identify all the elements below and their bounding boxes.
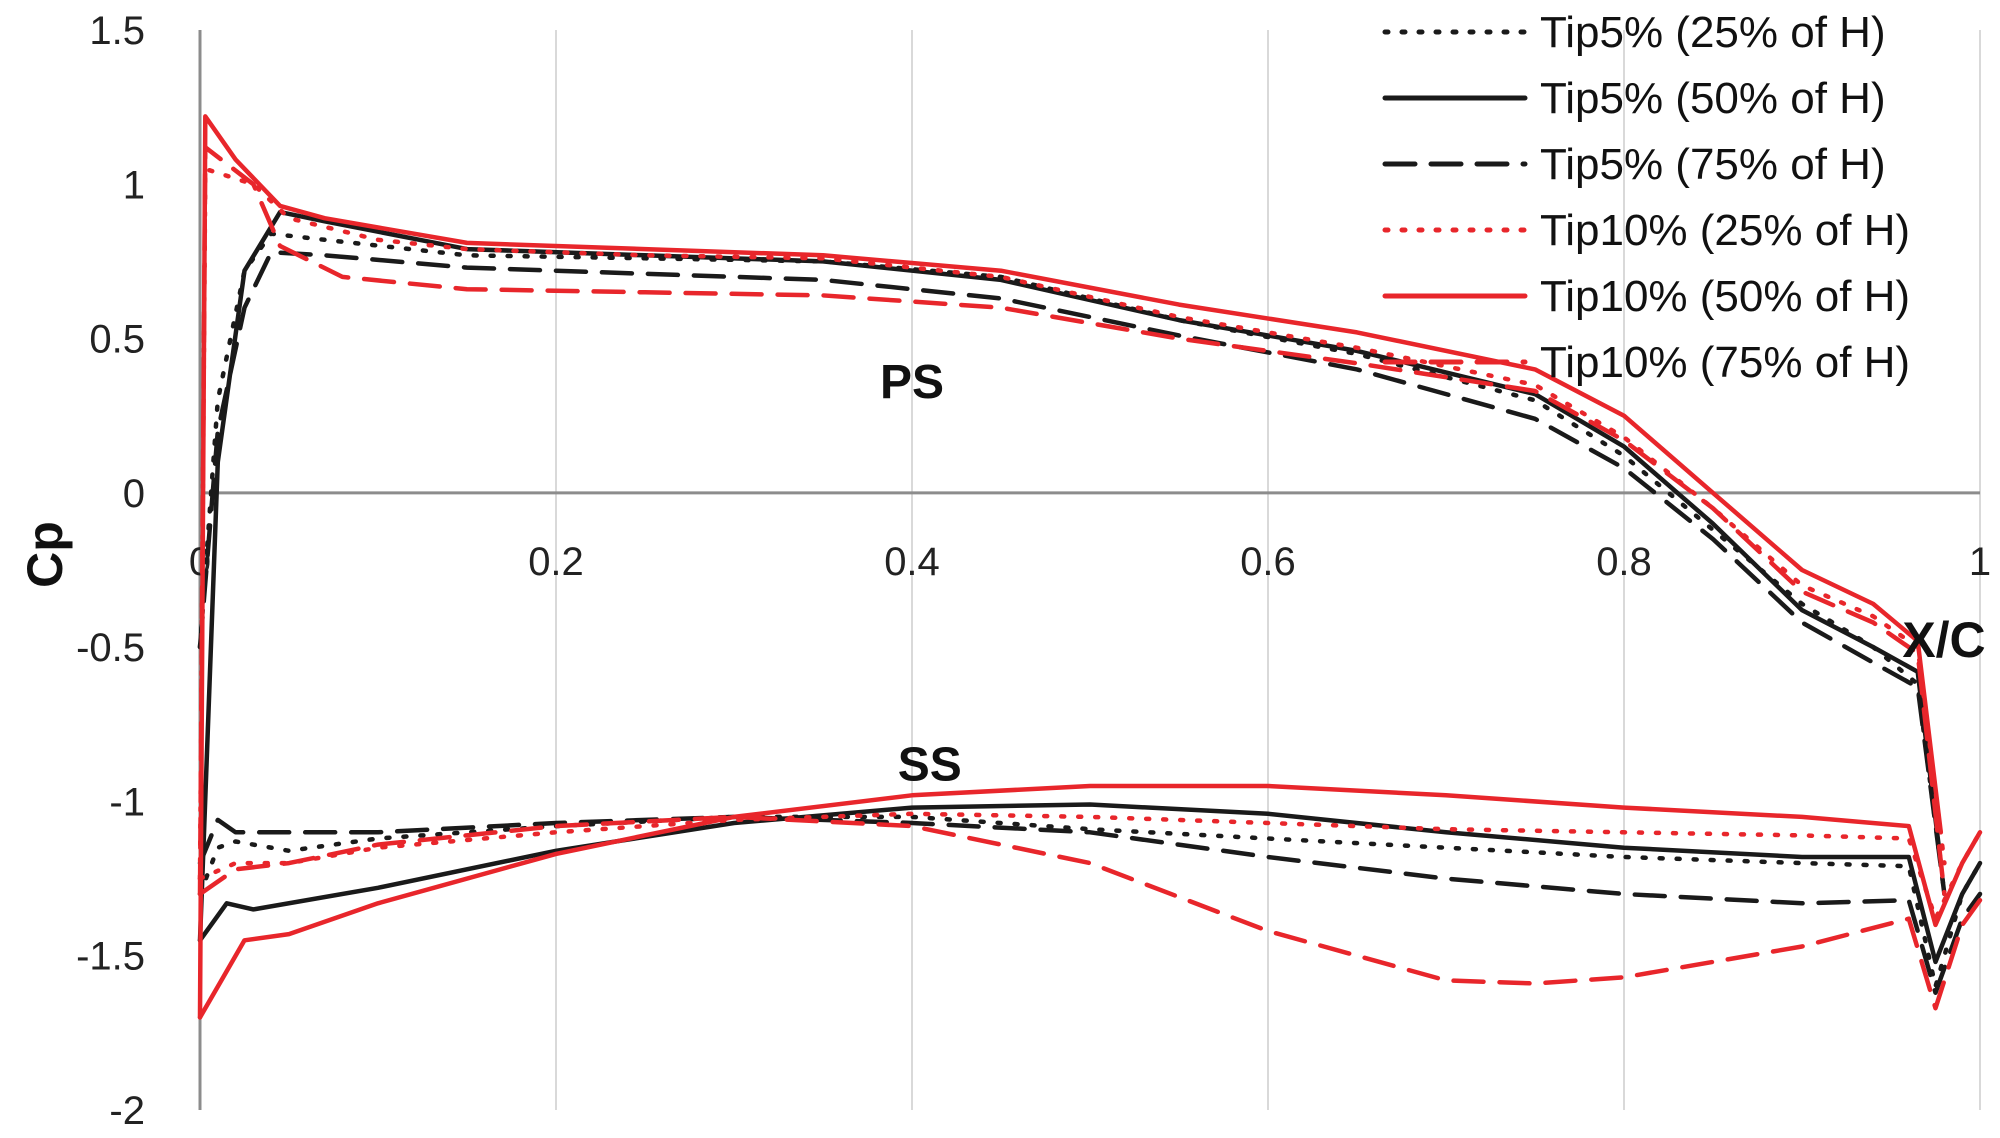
series-4-ps-line xyxy=(197,166,1947,881)
x-tick-label: 0.6 xyxy=(1240,540,1296,584)
legend-label-1: Tip5% (25% of H) xyxy=(1540,8,1886,57)
y-tick-labels: 1.5 1 0.5 0 -0.5 -1 -1.5 -2 xyxy=(76,9,145,1133)
y-axis-title: Cp xyxy=(17,521,73,588)
y-tick-label: 1.5 xyxy=(89,9,145,53)
y-tick-label: 0.5 xyxy=(89,318,145,362)
annotations: PS SS xyxy=(880,356,962,792)
series-5-ps-line xyxy=(197,114,1944,1020)
series-2-ps-line xyxy=(197,209,1944,943)
series-6-ss-line xyxy=(197,814,1983,1011)
series-3-ss-line xyxy=(197,814,1983,995)
y-tick-label: -0.5 xyxy=(76,626,145,670)
x-tick-label: 0.4 xyxy=(884,540,940,584)
legend-label-2: Tip5% (50% of H) xyxy=(1540,74,1886,123)
legend-label-3: Tip5% (75% of H) xyxy=(1540,140,1886,189)
y-tick-label: -1.5 xyxy=(76,935,145,979)
legend-label-4: Tip10% (25% of H) xyxy=(1540,206,1910,255)
x-axis-title: X/C xyxy=(1902,612,1985,668)
annotation-ss: SS xyxy=(898,738,962,791)
legend-label-6: Tip10% (75% of H) xyxy=(1540,338,1910,387)
x-tick-label: 0.2 xyxy=(528,540,584,584)
annotation-ps: PS xyxy=(880,356,944,409)
y-tick-label: 0 xyxy=(123,472,145,516)
y-tick-label: -2 xyxy=(109,1089,145,1133)
y-tick-label: -1 xyxy=(109,780,145,824)
series-5-ss-line xyxy=(197,783,1983,1020)
legend-label-5: Tip10% (50% of H) xyxy=(1540,272,1910,321)
series-lines xyxy=(197,114,1983,1020)
vertical-gridlines xyxy=(555,30,1981,1110)
series-2-ss-line xyxy=(197,802,1983,965)
legend: Tip5% (25% of H) Tip5% (50% of H) Tip5% (7… xyxy=(1382,8,1910,387)
y-tick-label: 1 xyxy=(123,163,145,207)
x-tick-labels: 0 0.2 0.4 0.6 0.8 1 xyxy=(189,540,1991,584)
series-1-ps-line xyxy=(197,231,1947,897)
series-1-ss-line xyxy=(197,814,1983,989)
x-tick-label: 0.8 xyxy=(1596,540,1652,584)
x-tick-label: 1 xyxy=(1969,540,1991,584)
series-3-ps-line xyxy=(197,249,1947,897)
series-6-ps-line xyxy=(197,145,1947,897)
